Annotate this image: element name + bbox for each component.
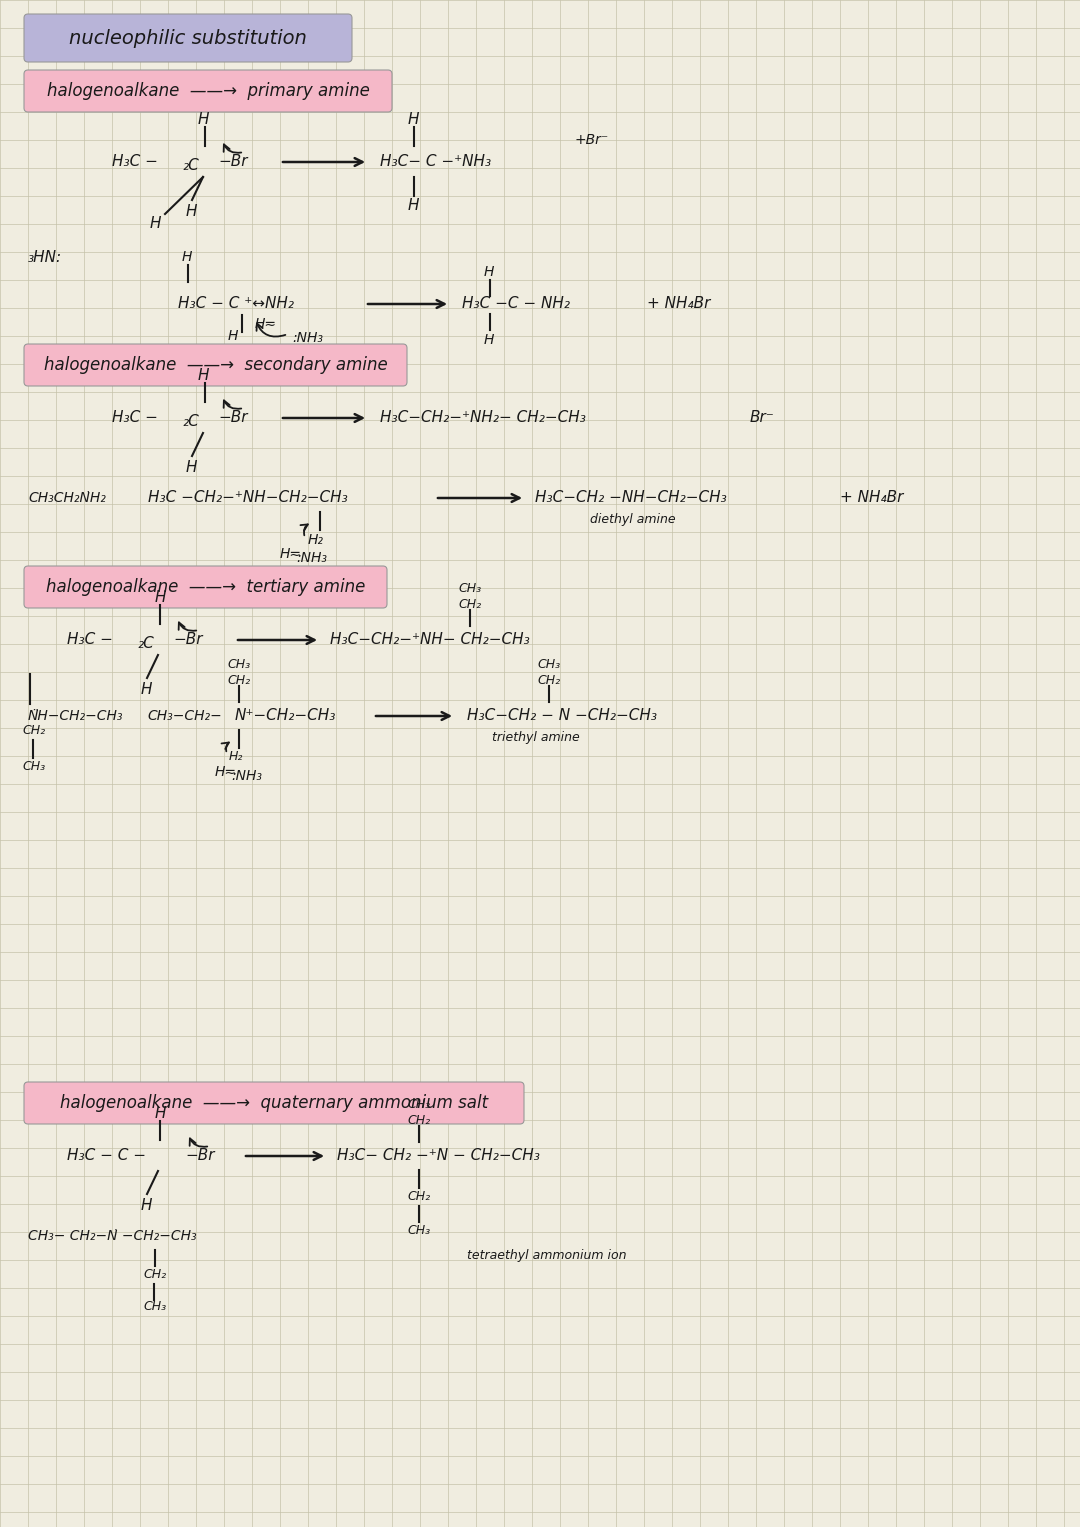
Text: H≂: H≂ <box>255 318 276 331</box>
Text: :NH₃: :NH₃ <box>296 551 327 565</box>
Text: H: H <box>141 1199 152 1214</box>
Text: CH₂: CH₂ <box>407 1113 430 1127</box>
Text: N̈H−CH₂−CH₃: N̈H−CH₂−CH₃ <box>28 709 123 722</box>
Text: H: H <box>408 113 419 127</box>
Text: H₃C−CH₂−⁺NH− CH₂−CH₃: H₃C−CH₂−⁺NH− CH₂−CH₃ <box>330 632 530 647</box>
Text: CH₃: CH₃ <box>407 1223 430 1237</box>
Text: −Br: −Br <box>185 1148 215 1164</box>
Text: nucleophilic substitution: nucleophilic substitution <box>69 29 307 47</box>
Text: H₃C−CH₂ −NH−CH₂−CH₃: H₃C−CH₂ −NH−CH₂−CH₃ <box>535 490 727 505</box>
Text: H: H <box>408 199 419 214</box>
Text: CH₃: CH₃ <box>143 1299 166 1313</box>
Text: H₃C−CH₂−⁺NH₂− CH₂−CH₃: H₃C−CH₂−⁺NH₂− CH₂−CH₃ <box>380 411 585 426</box>
Text: + NH₄Br: + NH₄Br <box>840 490 903 505</box>
Text: halogenoalkane  ——→  quaternary ammonium salt: halogenoalkane ——→ quaternary ammonium s… <box>59 1093 488 1112</box>
Text: CH₃: CH₃ <box>227 658 251 670</box>
Text: H₃C−CH₂ − N −CH₂−CH₃: H₃C−CH₂ − N −CH₂−CH₃ <box>467 709 657 724</box>
Text: H: H <box>198 113 210 127</box>
Text: −Br: −Br <box>218 154 247 169</box>
Text: CH₃−CH₂−: CH₃−CH₂− <box>147 709 221 722</box>
Text: H: H <box>150 217 162 232</box>
Text: triethyl amine: triethyl amine <box>492 731 580 745</box>
Text: H≂: H≂ <box>280 547 302 560</box>
Text: H: H <box>183 250 192 264</box>
Text: H₃C −C − NH₂: H₃C −C − NH₂ <box>462 296 570 312</box>
Text: :NH₃: :NH₃ <box>231 770 262 783</box>
FancyBboxPatch shape <box>24 344 407 386</box>
Text: H₃C− C −⁺NH₃: H₃C− C −⁺NH₃ <box>380 154 491 169</box>
Text: halogenoalkane  ——→  secondary amine: halogenoalkane ——→ secondary amine <box>43 356 388 374</box>
Text: H: H <box>141 683 152 698</box>
Text: H: H <box>186 461 198 475</box>
Text: CH₂: CH₂ <box>22 724 45 736</box>
Text: H₃C −: H₃C − <box>67 632 113 647</box>
Text: :NH₃: :NH₃ <box>292 331 323 345</box>
Text: CH₂: CH₂ <box>227 673 251 687</box>
Text: H₃C− CH₂ −⁺N − CH₂−CH₃: H₃C− CH₂ −⁺N − CH₂−CH₃ <box>337 1148 540 1164</box>
Text: H: H <box>484 333 495 347</box>
Text: CH₂: CH₂ <box>537 673 561 687</box>
Text: + NH₄Br: + NH₄Br <box>647 296 711 312</box>
Text: H₃C − C −: H₃C − C − <box>67 1148 146 1164</box>
Text: CH₃: CH₃ <box>22 759 45 773</box>
FancyBboxPatch shape <box>24 70 392 111</box>
Text: H: H <box>484 266 495 279</box>
Text: tetraethyl ammonium ion: tetraethyl ammonium ion <box>467 1249 626 1263</box>
Text: H₃C −: H₃C − <box>112 154 158 169</box>
Text: ₂C: ₂C <box>137 637 153 652</box>
FancyBboxPatch shape <box>24 14 352 63</box>
Text: diethyl amine: diethyl amine <box>590 513 676 527</box>
Text: ₂C: ₂C <box>183 159 199 174</box>
Text: H₃C − C ⁺↔NH₂: H₃C − C ⁺↔NH₂ <box>178 296 294 312</box>
Text: CH₃− CH₂−Ṅ −CH₂−CH₃: CH₃− CH₂−Ṅ −CH₂−CH₃ <box>28 1229 197 1243</box>
Text: N⁺−CH₂−CH₃: N⁺−CH₂−CH₃ <box>235 709 336 724</box>
Text: ₃HN:: ₃HN: <box>28 249 63 264</box>
Text: H₂: H₂ <box>308 533 324 547</box>
Text: H: H <box>156 591 166 606</box>
Text: H₂: H₂ <box>229 750 243 762</box>
Text: ₂C: ₂C <box>183 414 199 429</box>
FancyBboxPatch shape <box>24 1083 524 1124</box>
Text: CH₂: CH₂ <box>458 597 481 611</box>
Text: CH₃: CH₃ <box>537 658 561 670</box>
Text: +Br⁻: +Br⁻ <box>575 133 609 147</box>
Text: CH₃: CH₃ <box>407 1098 430 1110</box>
Text: H: H <box>228 328 239 344</box>
Text: H≂: H≂ <box>215 765 237 779</box>
Text: −Br: −Br <box>218 411 247 426</box>
FancyBboxPatch shape <box>24 567 387 608</box>
Text: halogenoalkane  ——→  tertiary amine: halogenoalkane ——→ tertiary amine <box>45 579 365 596</box>
Text: CH₃: CH₃ <box>458 582 481 594</box>
Text: H: H <box>198 368 210 383</box>
Text: H₃C −: H₃C − <box>112 411 158 426</box>
Text: −Br: −Br <box>173 632 203 647</box>
Text: CH₃CH₂ṄH₂: CH₃CH₂ṄH₂ <box>28 492 106 505</box>
Text: H: H <box>156 1107 166 1121</box>
Text: H₃C −CH₂−⁺NH−CH₂−CH₃: H₃C −CH₂−⁺NH−CH₂−CH₃ <box>148 490 348 505</box>
Text: CH₂: CH₂ <box>143 1267 166 1281</box>
Text: CH₂: CH₂ <box>407 1190 430 1202</box>
Text: H: H <box>186 205 198 220</box>
Text: Br⁻: Br⁻ <box>750 411 774 426</box>
Text: halogenoalkane  ——→  primary amine: halogenoalkane ——→ primary amine <box>46 82 369 99</box>
